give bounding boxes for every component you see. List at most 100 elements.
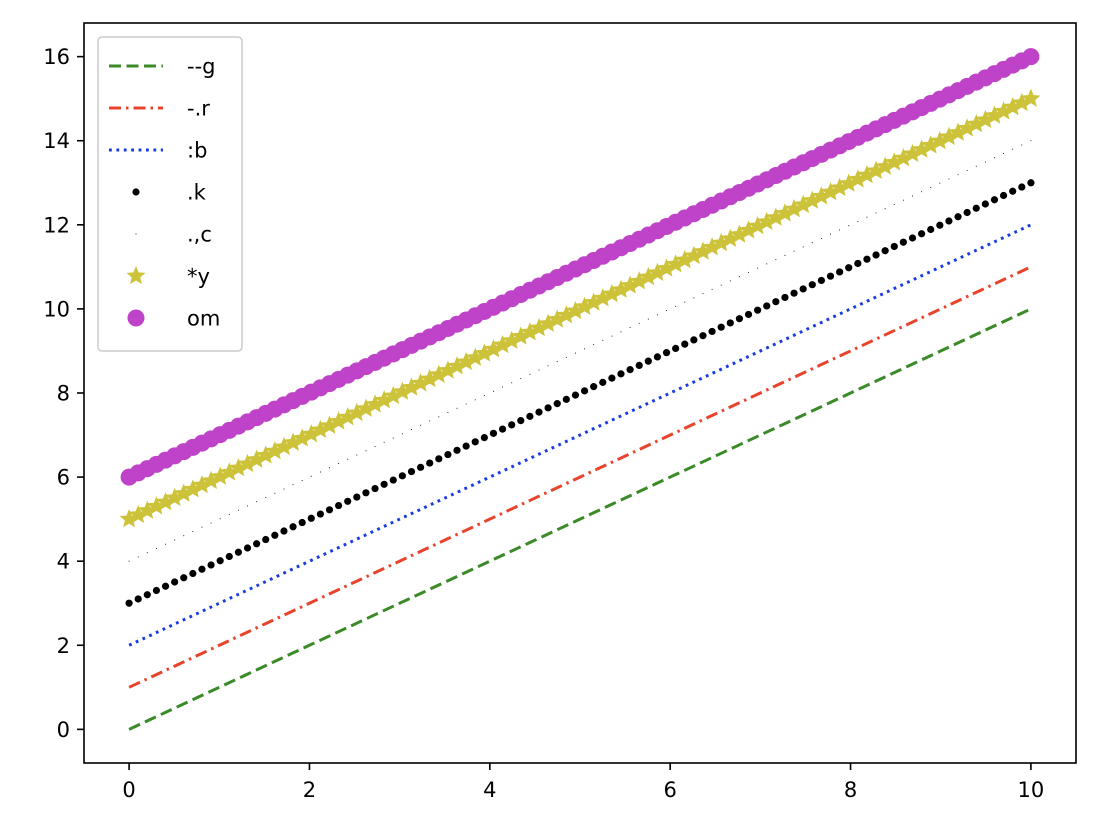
data-point xyxy=(307,514,315,522)
data-point xyxy=(126,265,146,285)
data-point xyxy=(729,280,731,282)
data-point xyxy=(966,170,968,171)
legend-handle xyxy=(126,265,146,285)
data-point xyxy=(247,505,248,507)
data-point xyxy=(735,315,744,323)
data-point xyxy=(917,230,926,238)
data-point xyxy=(498,425,507,433)
data-point xyxy=(438,416,440,418)
y-tick-label: 12 xyxy=(43,213,70,237)
legend-handle xyxy=(132,188,140,196)
data-point xyxy=(380,480,388,488)
data-point xyxy=(763,302,771,310)
data-point xyxy=(152,586,161,595)
data-point xyxy=(398,472,406,480)
series-7 xyxy=(120,48,1040,486)
data-point xyxy=(811,242,813,244)
data-point xyxy=(781,293,789,302)
legend-entry: :b xyxy=(109,139,207,163)
data-point xyxy=(599,378,607,386)
data-point xyxy=(784,254,786,256)
data-point xyxy=(854,259,862,268)
y-tick-label: 4 xyxy=(57,550,70,574)
x-tick-label: 10 xyxy=(1018,778,1045,802)
data-point xyxy=(893,203,895,205)
y-tick-label: 16 xyxy=(43,45,70,69)
data-point xyxy=(310,475,312,477)
data-point xyxy=(830,233,831,235)
data-point xyxy=(1027,179,1035,187)
data-point xyxy=(1003,153,1005,154)
series-4 xyxy=(125,179,1035,607)
data-point xyxy=(711,288,713,290)
data-point xyxy=(556,361,558,363)
data-point xyxy=(602,339,604,341)
data-point xyxy=(1009,187,1017,195)
data-point xyxy=(839,229,841,231)
data-point xyxy=(999,191,1008,200)
data-point xyxy=(535,408,543,416)
data-point xyxy=(128,560,130,562)
data-point xyxy=(720,284,722,286)
series-line xyxy=(128,265,1032,689)
data-point xyxy=(453,446,461,454)
data-point xyxy=(672,344,680,353)
data-point xyxy=(435,455,443,463)
data-point xyxy=(161,582,170,590)
legend-label: *y xyxy=(187,265,210,289)
data-point xyxy=(335,501,343,510)
data-point xyxy=(884,208,886,210)
data-point xyxy=(289,523,297,531)
data-point xyxy=(135,233,137,235)
data-point xyxy=(165,543,166,545)
y-tick-label: 6 xyxy=(57,466,70,490)
data-point xyxy=(754,306,762,314)
data-point xyxy=(890,242,898,251)
data-point xyxy=(474,399,476,401)
x-axis: 0 2 4 6 8 10 xyxy=(122,763,1044,802)
x-tick-label: 4 xyxy=(483,778,496,802)
data-point xyxy=(653,353,662,361)
data-point xyxy=(338,463,340,464)
data-point xyxy=(857,220,859,222)
y-axis: 0 2 4 6 8 10 12 14 16 xyxy=(43,45,84,742)
data-point xyxy=(219,518,221,520)
data-point xyxy=(325,506,334,514)
data-point xyxy=(127,309,145,327)
data-point xyxy=(939,182,941,184)
data-point xyxy=(662,349,671,357)
data-point xyxy=(553,400,561,408)
data-point xyxy=(234,548,243,556)
data-point xyxy=(757,267,759,269)
data-point xyxy=(171,578,179,586)
data-point xyxy=(675,305,677,307)
data-point xyxy=(480,433,488,442)
data-point xyxy=(447,412,449,413)
series-2 xyxy=(128,265,1032,689)
data-point xyxy=(526,412,534,420)
data-point xyxy=(347,458,349,460)
data-point xyxy=(565,356,567,358)
data-point xyxy=(571,391,580,399)
data-point xyxy=(1018,183,1026,191)
data-point xyxy=(243,544,252,552)
data-point xyxy=(994,157,995,159)
data-point xyxy=(726,319,734,327)
data-point xyxy=(820,237,822,239)
data-point xyxy=(708,327,716,336)
legend-label: .k xyxy=(187,181,207,205)
data-point xyxy=(638,322,640,324)
legend-entry: *y xyxy=(126,265,210,289)
data-point xyxy=(225,552,233,561)
data-point xyxy=(493,390,494,392)
data-point xyxy=(280,527,288,535)
legend-label: .,c xyxy=(187,223,212,247)
data-point xyxy=(635,361,643,369)
data-point xyxy=(921,191,923,193)
data-point xyxy=(155,547,157,549)
data-point xyxy=(629,327,631,329)
data-point xyxy=(684,301,686,303)
legend-label: -.r xyxy=(187,97,210,121)
data-point xyxy=(520,378,522,380)
